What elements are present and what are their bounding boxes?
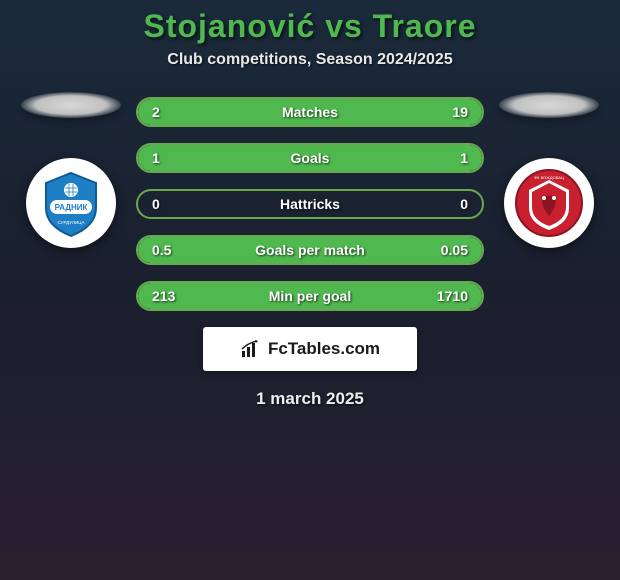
main-row: РАДНИК СУРДУЛИЦА 2 Matches 19 1 Goals 1 0 Hattr… bbox=[0, 97, 620, 311]
svg-text:РАДНИК: РАДНИК bbox=[55, 203, 88, 212]
stat-bar: 0.5 Goals per match 0.05 bbox=[136, 235, 484, 265]
stat-fill-left bbox=[138, 145, 310, 171]
stat-value-left: 0.5 bbox=[152, 242, 171, 258]
stat-value-right: 1 bbox=[460, 150, 468, 166]
stat-fill-right bbox=[310, 145, 482, 171]
stat-label: Goals per match bbox=[255, 242, 365, 258]
stat-value-left: 1 bbox=[152, 150, 160, 166]
stat-bar: 0 Hattricks 0 bbox=[136, 189, 484, 219]
stat-value-right: 19 bbox=[452, 104, 468, 120]
right-club-badge: ФК ВОЖДОВАЦ bbox=[504, 158, 594, 248]
brand-attribution[interactable]: FcTables.com bbox=[203, 327, 417, 371]
vozdovac-logo-icon: ФК ВОЖДОВАЦ bbox=[514, 168, 584, 238]
page-title: Stojanović vs Traore bbox=[143, 8, 476, 45]
chart-icon bbox=[240, 339, 262, 359]
svg-text:СУРДУЛИЦА: СУРДУЛИЦА bbox=[58, 220, 85, 225]
stat-label: Goals bbox=[291, 150, 330, 166]
right-club-column: ФК ВОЖДОВАЦ bbox=[494, 97, 604, 248]
left-club-column: РАДНИК СУРДУЛИЦА bbox=[16, 97, 126, 248]
stat-value-right: 1710 bbox=[437, 288, 468, 304]
stat-value-right: 0 bbox=[460, 196, 468, 212]
radnik-logo-icon: РАДНИК СУРДУЛИЦА bbox=[36, 168, 106, 238]
subtitle: Club competitions, Season 2024/2025 bbox=[167, 51, 452, 69]
svg-text:ФК ВОЖДОВАЦ: ФК ВОЖДОВАЦ bbox=[534, 175, 564, 180]
stat-value-left: 2 bbox=[152, 104, 160, 120]
stat-value-left: 213 bbox=[152, 288, 175, 304]
stat-bar: 213 Min per goal 1710 bbox=[136, 281, 484, 311]
player-shadow-left bbox=[21, 92, 121, 118]
left-club-badge: РАДНИК СУРДУЛИЦА bbox=[26, 158, 116, 248]
stat-value-right: 0.05 bbox=[441, 242, 468, 258]
stat-label: Min per goal bbox=[269, 288, 351, 304]
stats-column: 2 Matches 19 1 Goals 1 0 Hattricks 0 0.5 Goals per… bbox=[136, 97, 484, 311]
comparison-card: Stojanović vs Traore Club competitions, … bbox=[0, 0, 620, 409]
stat-bar: 1 Goals 1 bbox=[136, 143, 484, 173]
stat-bar: 2 Matches 19 bbox=[136, 97, 484, 127]
date-label: 1 march 2025 bbox=[256, 389, 364, 409]
stat-value-left: 0 bbox=[152, 196, 160, 212]
brand-label: FcTables.com bbox=[268, 339, 380, 359]
stat-label: Matches bbox=[282, 104, 338, 120]
stat-label: Hattricks bbox=[280, 196, 340, 212]
player-shadow-right bbox=[499, 92, 599, 118]
